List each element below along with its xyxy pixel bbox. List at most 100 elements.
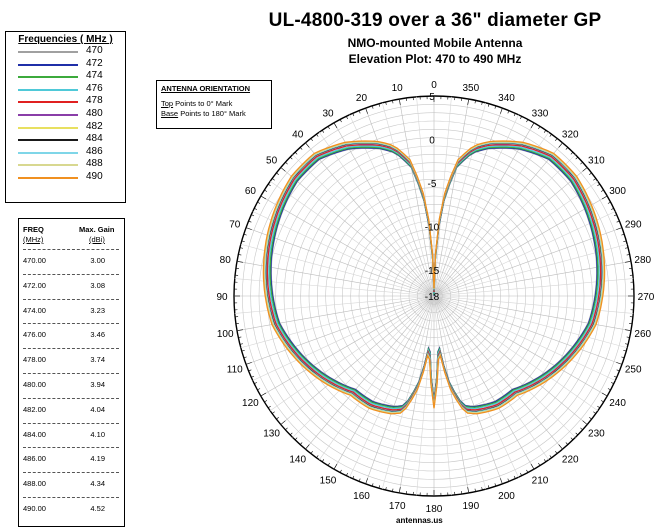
polar-grid-spoke: [433, 211, 616, 297]
polar-tick-mark: [358, 478, 361, 482]
polar-tick-mark: [339, 469, 342, 473]
polar-tick-mark: [616, 362, 623, 365]
polar-grid-spoke: [252, 211, 435, 297]
polar-tick-mark: [616, 369, 620, 372]
angle-tick-label: 30: [322, 108, 334, 119]
polar-tick-mark: [565, 442, 569, 445]
polar-tick-mark: [305, 444, 310, 450]
polar-tick-mark: [481, 487, 483, 491]
polar-grid-spoke: [319, 295, 435, 461]
polar-grid-spoke: [433, 295, 576, 438]
polar-tick-mark: [321, 459, 325, 462]
polar-grid-spoke: [240, 243, 435, 297]
legend-label: 486: [86, 145, 103, 157]
angle-tick-label: 100: [217, 329, 234, 340]
legend-swatch: [18, 51, 78, 53]
polar-grid-spoke: [433, 243, 628, 297]
angle-tick-label: 80: [220, 255, 232, 266]
chart-title: UL-4800-319 over a 36" diameter GP: [268, 10, 602, 31]
polar-grid-spoke: [433, 154, 576, 297]
polar-tick-mark: [538, 462, 541, 466]
legend-swatch: [18, 101, 78, 104]
polar-grid-spoke: [416, 295, 435, 496]
polar-grid-spoke: [245, 295, 435, 365]
legend-item: 488: [6, 158, 125, 171]
legend-item: 476: [6, 83, 125, 96]
polar-tick-mark: [625, 343, 629, 345]
legend-label: 474: [86, 70, 103, 82]
polar-tick-mark: [555, 138, 558, 141]
angle-tick-label: 330: [532, 108, 549, 119]
polar-tick-mark: [333, 122, 338, 129]
polar-tick-mark: [589, 172, 592, 175]
angle-tick-label: 60: [245, 186, 257, 197]
angle-tick-label: 230: [588, 428, 605, 439]
angle-tick-label: 280: [634, 255, 651, 266]
polar-tick-mark: [500, 478, 503, 485]
polar-tick-mark: [570, 151, 574, 155]
gain-cell: 4.52: [90, 504, 105, 513]
gain-header: Max. Gain: [79, 225, 115, 234]
polar-tick-mark: [333, 463, 338, 470]
antenna-orientation-box: ANTENNA ORIENTATION Top Points to 0° Mar…: [156, 80, 272, 129]
pattern-series: [262, 140, 606, 415]
polar-tick-mark: [238, 254, 242, 256]
angle-tick-label: 0: [431, 80, 437, 91]
polar-tick-mark: [625, 329, 632, 332]
polar-tick-mark: [310, 451, 313, 454]
polar-tick-mark: [289, 156, 293, 160]
polar-tick-mark: [467, 487, 470, 494]
polar-tick-mark: [299, 442, 303, 445]
polar-tick-mark: [481, 101, 483, 105]
polar-tick-mark: [580, 161, 583, 165]
gain-cell: 3.94: [90, 380, 105, 389]
polar-tick-mark: [243, 233, 247, 236]
frequency-legend: Frequencies ( MHz ) 470 472 474 476 478 480 48…: [5, 31, 126, 203]
polar-tick-mark: [241, 350, 245, 352]
legend-swatch: [18, 126, 78, 129]
polar-grid-spoke: [433, 227, 623, 297]
polar-tick-mark: [582, 167, 588, 172]
polar-tick-mark: [251, 214, 255, 217]
gain-cell: 3.08: [90, 280, 105, 290]
table-row: 482.00 4.04: [23, 397, 119, 414]
legend-item: 478: [6, 95, 125, 108]
polar-tick-mark: [260, 195, 267, 200]
polar-tick-mark: [305, 142, 310, 148]
polar-tick-mark: [378, 103, 380, 107]
polar-tick-mark: [625, 247, 629, 249]
polar-tick-mark: [626, 336, 630, 338]
polar-tick-mark: [254, 382, 258, 384]
angle-tick-label: 250: [625, 365, 642, 376]
polar-tick-mark: [621, 356, 625, 359]
legend-swatch: [18, 151, 78, 154]
legend-label: 480: [86, 107, 103, 119]
polar-grid-spoke: [305, 295, 435, 450]
polar-tick-mark: [474, 100, 476, 104]
polar-tick-mark: [610, 382, 614, 384]
polar-tick-mark: [241, 240, 245, 242]
freq-cell: 474.00: [23, 305, 46, 315]
angle-tick-label: 320: [562, 130, 579, 141]
legend-label: 484: [86, 133, 103, 145]
polar-grid-spoke: [433, 295, 608, 397]
polar-tick-mark: [500, 107, 503, 114]
polar-grid-spoke: [416, 96, 435, 297]
legend-swatch: [18, 76, 78, 79]
polar-tick-mark: [575, 432, 579, 436]
polar-grid-spoke: [433, 107, 503, 297]
angle-tick-label: 50: [266, 156, 278, 167]
orientation-line-top: Top Points to 0° Mark: [161, 99, 233, 108]
polar-tick-mark: [613, 375, 617, 378]
polar-grid-spoke: [260, 195, 435, 297]
legend-item: 472: [6, 58, 125, 71]
polar-grid-spoke: [292, 295, 435, 438]
polar-tick-mark: [607, 201, 611, 204]
polar-tick-mark: [289, 432, 293, 436]
max-gain-table: FREQ (MHz) Max. Gain (dBi) 470.00 3.00 472…: [18, 218, 125, 527]
table-row: 488.00 4.34: [23, 472, 119, 488]
polar-tick-mark: [339, 119, 342, 123]
polar-grid-spoke: [305, 142, 435, 297]
polar-tick-mark: [294, 437, 298, 441]
freq-cell: 486.00: [23, 454, 46, 464]
